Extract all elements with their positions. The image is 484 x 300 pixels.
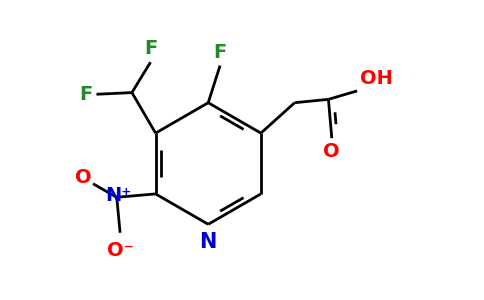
Text: F: F: [79, 85, 92, 104]
Text: N⁺: N⁺: [105, 186, 132, 205]
Text: O: O: [75, 167, 91, 187]
Text: N: N: [199, 232, 217, 252]
Text: O: O: [323, 142, 340, 161]
Text: OH: OH: [360, 68, 393, 88]
Text: O⁻: O⁻: [107, 241, 134, 260]
Text: F: F: [213, 43, 227, 61]
Text: F: F: [144, 39, 157, 58]
